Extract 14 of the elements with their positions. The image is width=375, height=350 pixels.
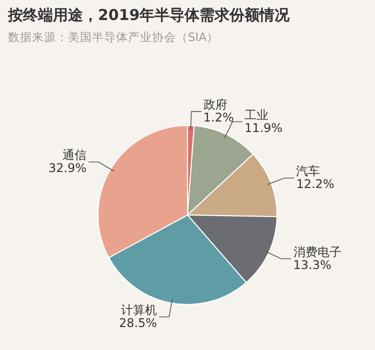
slice-label: 计算机 bbox=[121, 302, 158, 317]
slice-label: 工业 bbox=[244, 108, 268, 122]
data-label: 11.9% bbox=[244, 120, 283, 135]
data-label: 28.5% bbox=[118, 316, 158, 330]
source-note: 数据来源：美国半导体产业协会（SIA） bbox=[8, 30, 219, 45]
slice-label: 政府 bbox=[203, 98, 228, 112]
chart-title: 按终端用途，2019年半导体需求份额情况 bbox=[8, 6, 290, 25]
slice-label: 消费电子 bbox=[293, 244, 342, 259]
data-label: 32.9% bbox=[48, 161, 87, 176]
data-label: 1.2% bbox=[203, 110, 234, 125]
slice-label: 汽车 bbox=[296, 164, 320, 178]
data-label: 13.3% bbox=[293, 258, 332, 272]
data-label: 12.2% bbox=[296, 177, 334, 192]
slice-label: 通信 bbox=[62, 148, 87, 162]
